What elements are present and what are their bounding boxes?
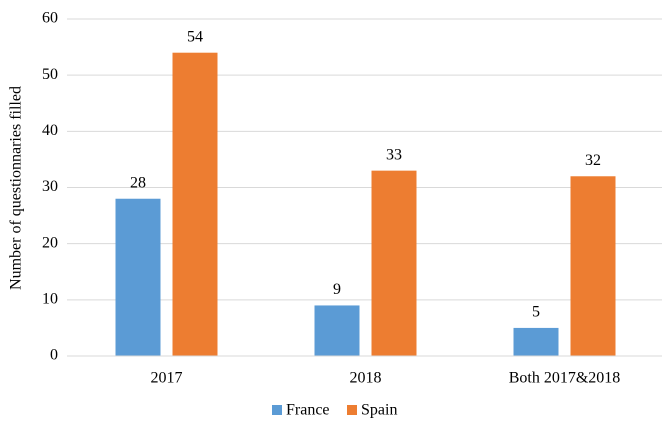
data-label: 9 [333,281,341,298]
legend-swatch [347,405,357,415]
legend-label: Spain [361,402,397,419]
bar [513,327,559,356]
y-tick-label: 30 [42,178,58,195]
y-tick-label: 10 [42,291,58,308]
data-label: 32 [585,152,601,169]
bar [314,305,360,356]
bar [371,170,417,356]
y-tick-label: 60 [42,10,58,27]
x-tick-label: 2018 [350,370,382,387]
y-tick-label: 40 [42,122,58,139]
y-tick-label: 20 [42,234,58,251]
x-tick-label: Both 2017&2018 [509,370,621,387]
data-label: 33 [386,146,402,163]
legend-swatch [272,405,282,415]
y-axis-label: Number of questionnaries filled [8,86,25,290]
y-tick-label: 50 [42,66,58,83]
legend-label: France [286,402,330,419]
x-tick-label: 2017 [151,370,183,387]
data-label: 28 [130,174,146,191]
bar [570,176,616,356]
data-label: 54 [187,28,203,45]
data-label: 5 [532,304,540,321]
y-tick-label: 0 [50,347,58,364]
bar [172,52,218,356]
bar [115,198,161,356]
